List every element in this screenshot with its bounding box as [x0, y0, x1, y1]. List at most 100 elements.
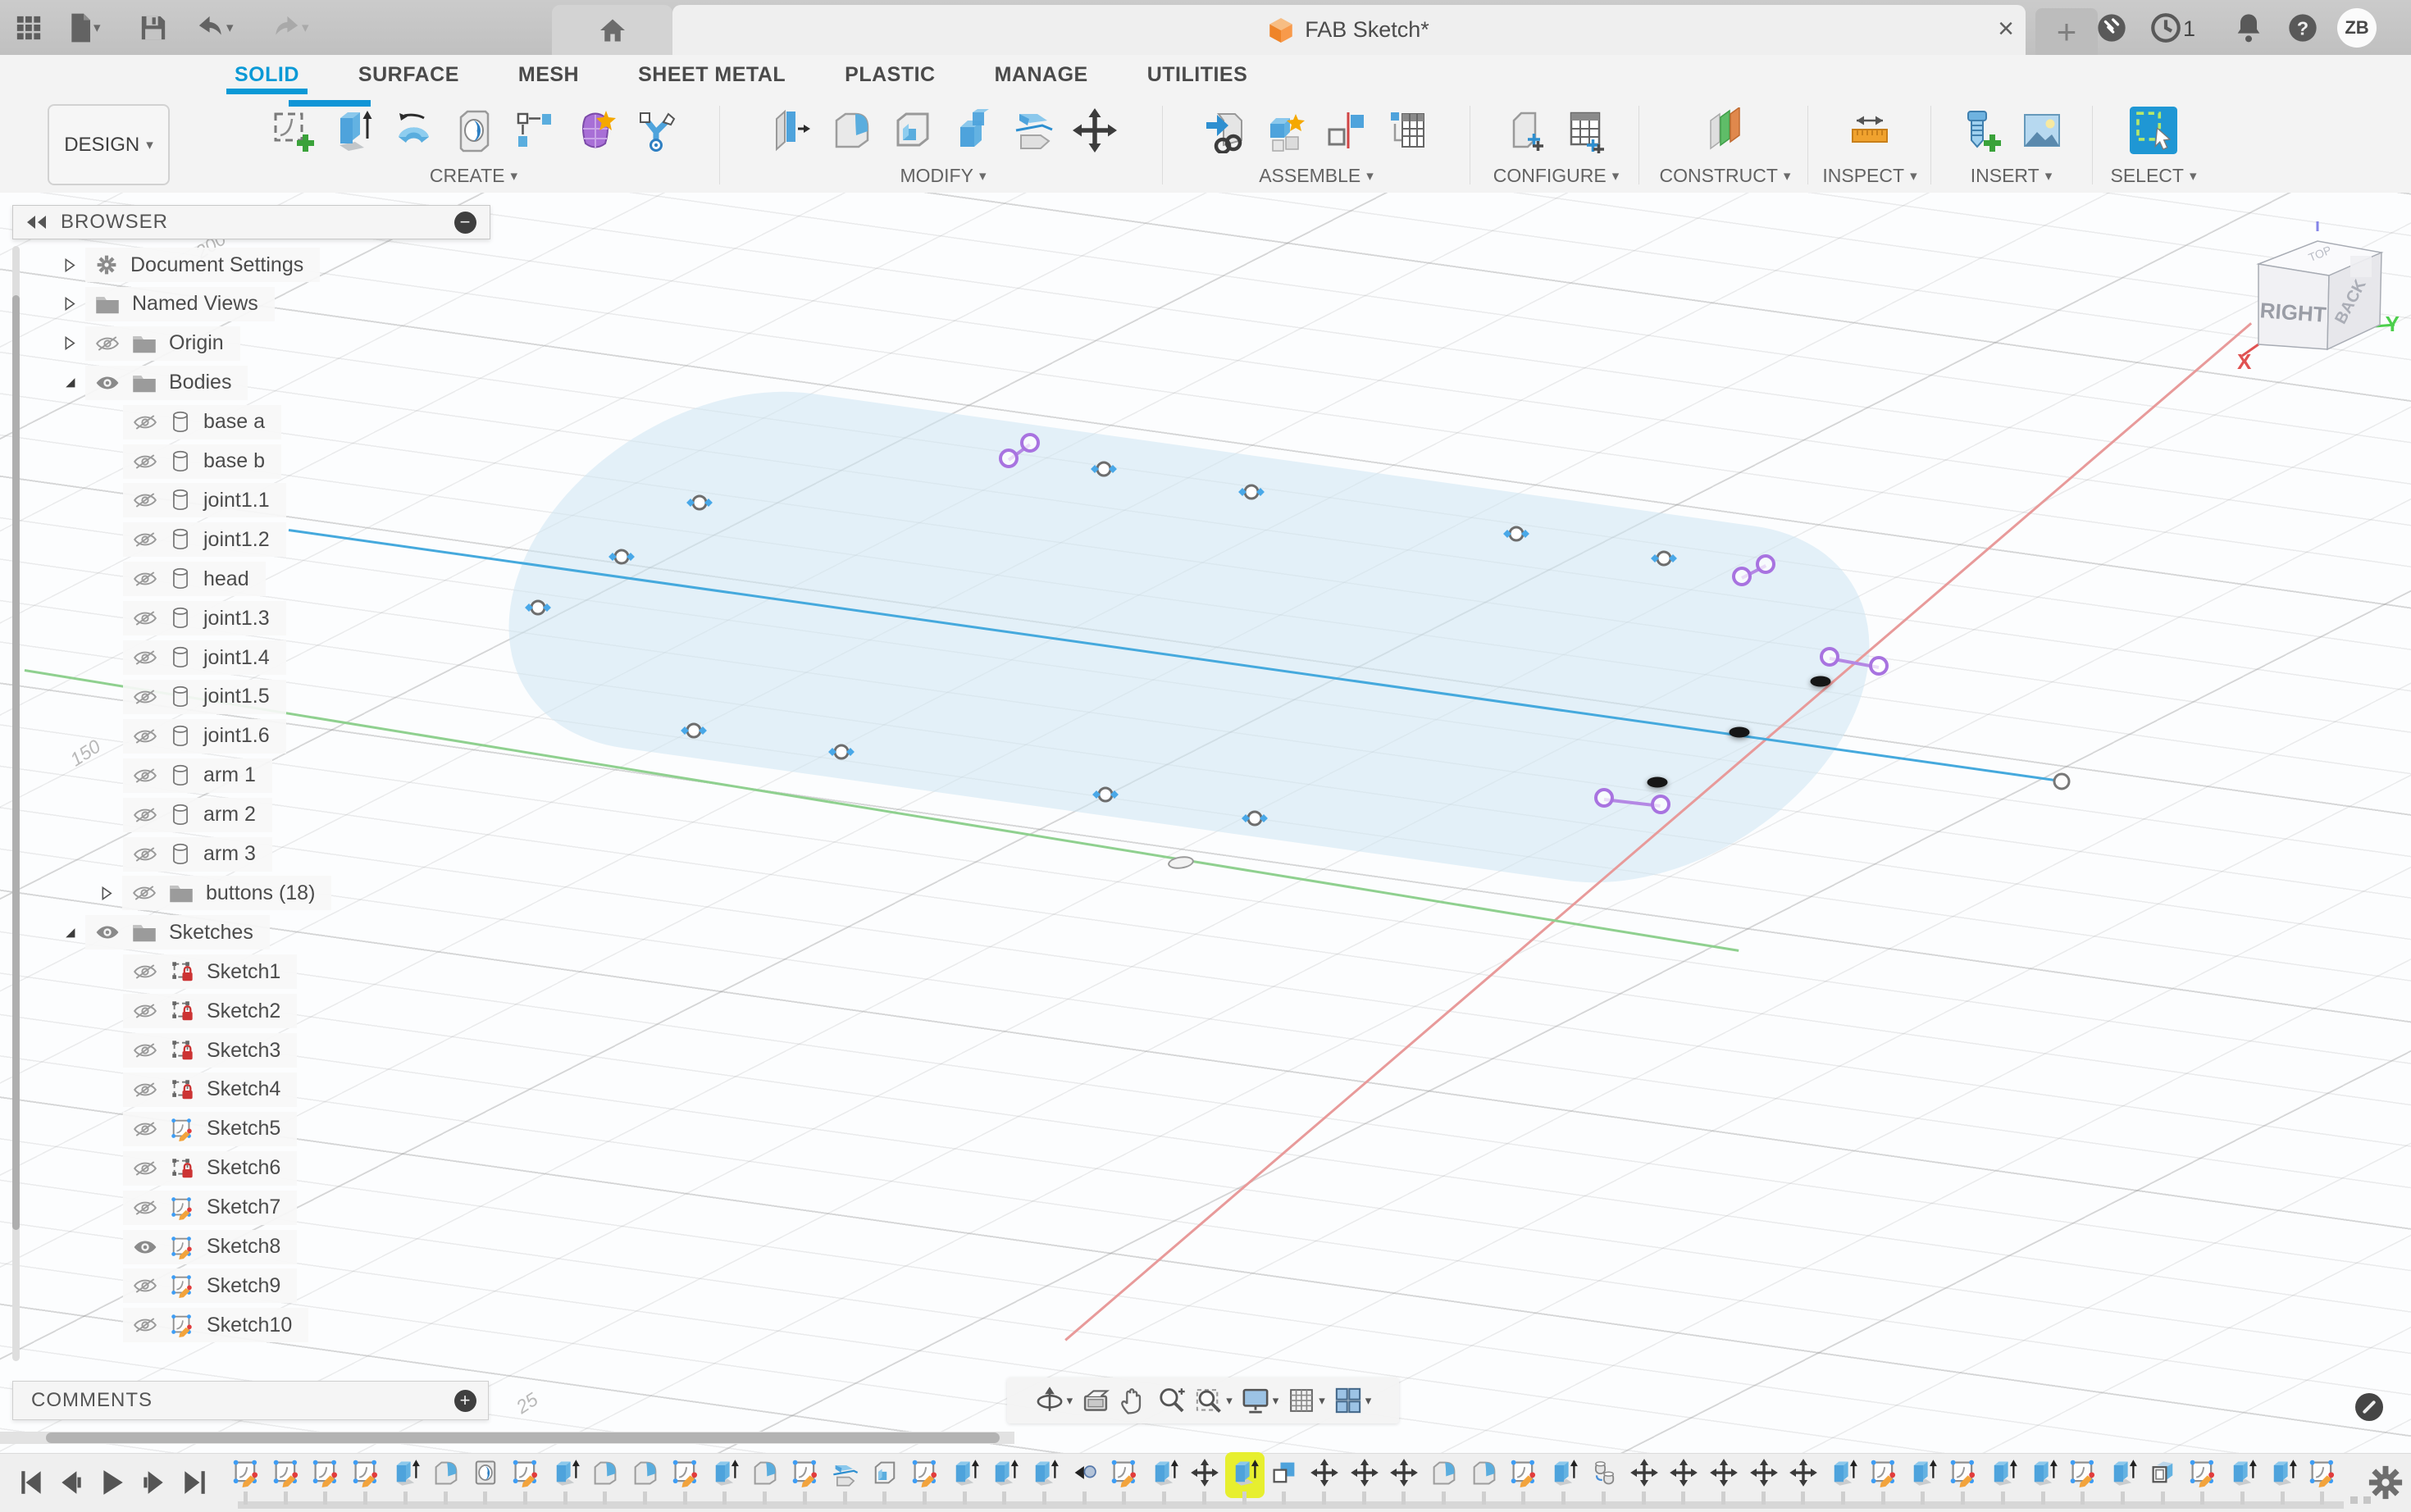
midpoint-marker[interactable] — [1810, 676, 1831, 687]
timeline-track[interactable] — [238, 1501, 2344, 1509]
zoom-window-icon[interactable]: ▾ — [1194, 1386, 1233, 1415]
visibility-off-icon[interactable] — [133, 807, 157, 823]
new-component-button[interactable] — [1262, 107, 1310, 154]
sketch-profile-region[interactable] — [436, 367, 1942, 907]
timeline-feature-extrude[interactable] — [1229, 1457, 1260, 1505]
inspect-group-label[interactable]: INSPECT ▾ — [1822, 165, 1917, 186]
browser-item-origin[interactable]: Origin — [57, 326, 240, 361]
zoom-icon[interactable] — [1156, 1386, 1186, 1415]
browser-item-sketch5[interactable]: Sketch5 — [123, 1111, 298, 1146]
browser-item-arm-3[interactable]: arm 3 — [123, 836, 272, 872]
timeline-feature-split-body[interactable] — [830, 1457, 861, 1505]
display-settings-icon[interactable]: ▾ — [1241, 1386, 1278, 1415]
assemble-group-label[interactable]: ASSEMBLE ▾ — [1259, 165, 1374, 186]
timeline-feature-extrude[interactable] — [390, 1457, 422, 1505]
orbit-icon[interactable]: ▾ — [1035, 1386, 1073, 1415]
timeline-feature-sketch[interactable] — [1109, 1457, 1140, 1505]
help-icon[interactable]: ? — [2286, 0, 2319, 55]
timeline-feature-shell[interactable] — [869, 1457, 900, 1505]
joint-button[interactable] — [1323, 107, 1370, 154]
browser-scrollbar-thumb[interactable] — [12, 295, 20, 1230]
workspace-selector[interactable]: DESIGN ▾ — [48, 104, 170, 185]
timeline-feature-sketch[interactable] — [271, 1457, 302, 1505]
modify-group-label[interactable]: MODIFY ▾ — [900, 165, 987, 186]
new-tab-button[interactable]: + — [2035, 8, 2098, 55]
browser-panel-header[interactable]: BROWSER − — [12, 205, 490, 239]
hole-button[interactable] — [450, 107, 498, 154]
browser-item-sketch7[interactable]: Sketch7 — [123, 1190, 298, 1225]
timeline-feature-fillet[interactable] — [1469, 1457, 1500, 1505]
timeline-feature-combine[interactable] — [1269, 1457, 1300, 1505]
browser-item-sketch6[interactable]: Sketch6 — [123, 1150, 298, 1186]
sketch-point[interactable] — [691, 494, 708, 511]
timeline-feature-fillet[interactable] — [1429, 1457, 1460, 1505]
timeline-feature-extrude[interactable] — [1828, 1457, 1859, 1505]
timeline-feature-extrude[interactable] — [950, 1457, 981, 1505]
midpoint-marker[interactable] — [1729, 726, 1750, 738]
browser-item-joint1-2[interactable]: joint1.2 — [123, 522, 286, 558]
timeline-feature-extrude[interactable] — [550, 1457, 581, 1505]
browser-item-sketch4[interactable]: Sketch4 — [123, 1072, 298, 1107]
select-group-label[interactable]: SELECT ▾ — [2110, 165, 2197, 186]
tab-surface[interactable]: SURFACE — [358, 62, 459, 86]
visibility-off-icon[interactable] — [95, 335, 120, 352]
visibility-off-icon[interactable] — [133, 531, 157, 548]
selected-sketch-point[interactable] — [999, 449, 1019, 468]
extensions-icon[interactable] — [2095, 0, 2128, 55]
browser-item-sketch2[interactable]: Sketch2 — [123, 994, 298, 1029]
browser-item-buttons-18-[interactable]: buttons (18) — [94, 876, 332, 911]
tab-plastic[interactable]: PLASTIC — [845, 62, 936, 86]
step-forward-button[interactable] — [139, 1469, 167, 1501]
collapse-panel-icon[interactable] — [26, 214, 48, 230]
measure-button[interactable] — [1846, 107, 1894, 154]
timeline-feature-sketch[interactable] — [2187, 1457, 2218, 1505]
timeline-feature-sketch[interactable] — [790, 1457, 821, 1505]
timeline-feature-sketch[interactable] — [310, 1457, 341, 1505]
revolve-button[interactable] — [390, 107, 437, 154]
press-pull-button[interactable] — [768, 107, 815, 154]
sketch-point[interactable] — [1656, 550, 1672, 567]
browser-scrollbar[interactable] — [12, 246, 20, 1361]
account-avatar[interactable]: ZB — [2337, 8, 2377, 48]
midpoint-marker[interactable] — [1647, 776, 1668, 788]
browser-item-arm-2[interactable]: arm 2 — [123, 797, 272, 832]
timeline-feature-sketch[interactable] — [670, 1457, 701, 1505]
fillet-button[interactable] — [828, 107, 876, 154]
pattern-button[interactable] — [511, 107, 558, 154]
selected-sketch-point[interactable] — [1869, 656, 1889, 676]
timeline-feature-move[interactable] — [1309, 1457, 1340, 1505]
timeline-feature-sketch[interactable] — [909, 1457, 941, 1505]
timeline-feature-extrude[interactable] — [2108, 1457, 2139, 1505]
grid-settings-icon[interactable]: ▾ — [1287, 1386, 1325, 1415]
timeline-feature-sketch[interactable] — [510, 1457, 541, 1505]
tree-expanded-icon[interactable] — [57, 927, 82, 939]
status-icon[interactable] — [2355, 1393, 2383, 1421]
tree-collapsed-icon[interactable] — [57, 257, 82, 272]
sketch-point[interactable] — [1243, 484, 1260, 500]
close-tab-icon[interactable]: × — [1998, 13, 2014, 44]
visibility-off-icon[interactable] — [133, 610, 157, 626]
browser-item-sketch3[interactable]: Sketch3 — [123, 1033, 298, 1068]
sketch-point[interactable] — [1508, 526, 1525, 542]
combine-button[interactable] — [950, 107, 997, 154]
automated-modeling-button[interactable] — [632, 107, 680, 154]
sketch-point[interactable] — [686, 722, 702, 739]
browser-item-sketches[interactable]: Sketches — [57, 915, 270, 950]
timeline-feature-sketch[interactable] — [1868, 1457, 1899, 1505]
tab-mesh[interactable]: MESH — [517, 62, 580, 86]
timeline-feature-new-component[interactable] — [2148, 1457, 2179, 1505]
visibility-off-icon[interactable] — [133, 1042, 157, 1059]
timeline-feature-fillet[interactable] — [431, 1457, 462, 1505]
timeline-feature-move[interactable] — [1629, 1457, 1660, 1505]
go-to-end-button[interactable] — [180, 1469, 208, 1501]
pan-icon[interactable] — [1119, 1386, 1148, 1415]
file-menu-icon[interactable]: ▾ — [67, 0, 101, 55]
tab-sheet-metal[interactable]: SHEET METAL — [638, 62, 786, 86]
browser-item-sketch1[interactable]: Sketch1 — [123, 954, 298, 990]
timeline-feature-hole[interactable] — [470, 1457, 501, 1505]
browser-item-document-settings[interactable]: Document Settings — [57, 248, 321, 282]
browser-item-joint1-5[interactable]: joint1.5 — [123, 679, 286, 714]
timeline-feature-move[interactable] — [1349, 1457, 1380, 1505]
configuration-table-button[interactable] — [1563, 107, 1611, 154]
select-button[interactable] — [2130, 107, 2177, 154]
